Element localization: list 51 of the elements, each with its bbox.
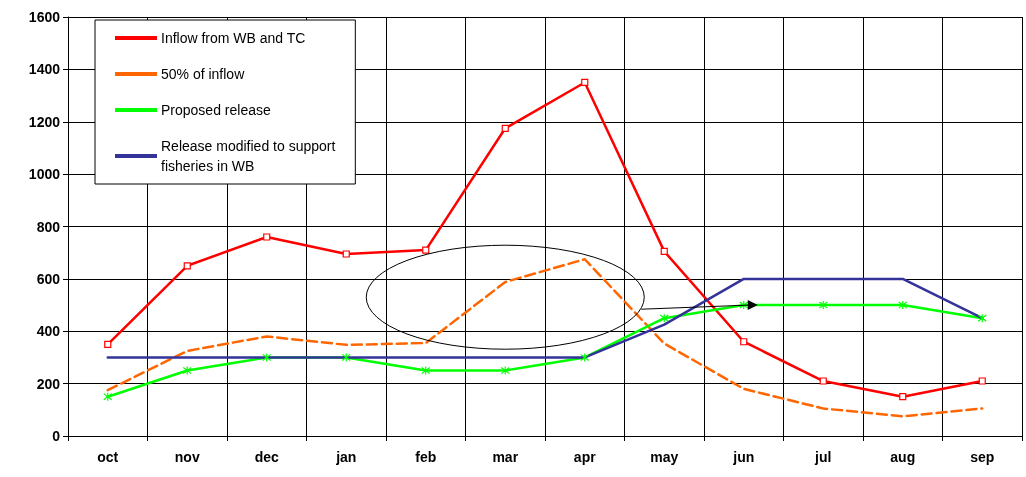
point: [183, 262, 191, 270]
y-tick-label: 1000: [28, 166, 61, 183]
legend-label: 50% of inflow: [161, 66, 246, 82]
point: [104, 340, 112, 348]
point: [818, 300, 828, 310]
point: [262, 352, 272, 363]
y-tick-label: 400: [36, 323, 61, 340]
y-tick-label: 200: [36, 375, 61, 392]
y-tick-label: 0: [52, 428, 61, 444]
y-tick-label: 600: [36, 270, 61, 287]
y-tick-label: 1600: [28, 9, 61, 25]
point: [740, 338, 748, 346]
point: [580, 352, 590, 363]
point: [898, 300, 908, 310]
x-tick-label: jul: [814, 449, 832, 465]
point: [581, 78, 589, 87]
point: [500, 365, 510, 376]
x-tick-label: aug: [890, 449, 916, 465]
point: [263, 233, 271, 241]
line-series: [106, 257, 984, 418]
y-tick-label: 1400: [28, 61, 61, 78]
line-series: [106, 277, 984, 359]
legend-label: Inflow from WB and TC: [161, 30, 306, 46]
point: [422, 246, 430, 254]
x-tick-label: feb: [415, 449, 437, 465]
point: [660, 247, 668, 255]
point: [182, 365, 192, 376]
point: [103, 392, 113, 402]
point: [899, 393, 907, 401]
point: [978, 377, 986, 385]
x-tick-label: apr: [573, 449, 597, 465]
point: [819, 377, 827, 385]
point: [501, 124, 509, 132]
point: [342, 250, 350, 258]
point: [659, 313, 669, 323]
x-tick-label: jan: [335, 449, 357, 465]
point: [739, 300, 749, 310]
x-tick-label: mar: [492, 449, 519, 465]
x-tick-label: may: [650, 449, 679, 465]
legend-label: Release modified to support fisheries in WB: [161, 138, 336, 174]
y-tick-label: 800: [36, 218, 61, 235]
point: [421, 365, 431, 376]
x-tick-label: dec: [254, 449, 280, 465]
legend-label: Proposed release: [161, 102, 271, 118]
point: [977, 313, 987, 323]
x-tick-label: nov: [174, 449, 200, 465]
x-tick-label: sep: [970, 449, 995, 465]
y-tick-label: 1200: [28, 113, 61, 130]
point: [341, 352, 351, 363]
x-tick-label: oct: [97, 449, 119, 465]
x-tick-label: jun: [732, 449, 755, 465]
